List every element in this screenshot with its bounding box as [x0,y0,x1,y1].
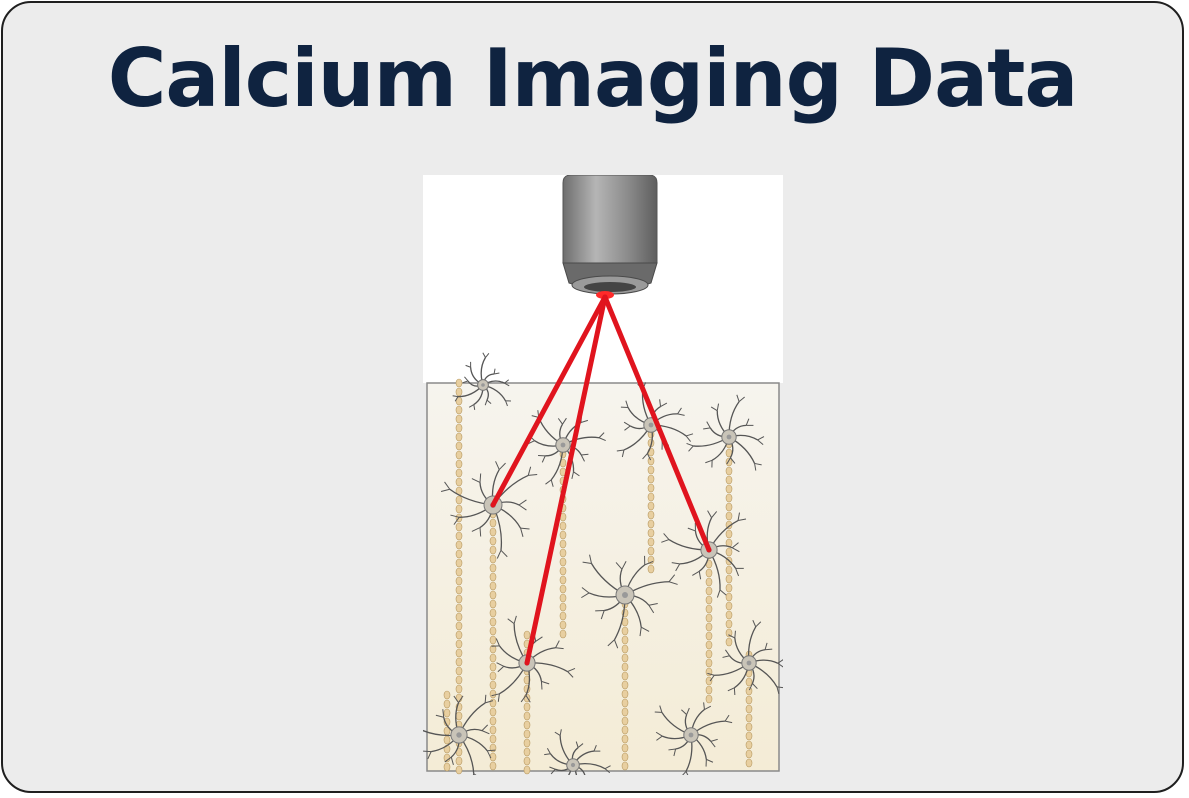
neuron-icon [544,729,611,775]
laser-beam [602,294,712,553]
axon [621,590,629,771]
laser-beam [490,294,608,508]
neuron-icon [686,394,765,471]
laser-beams [490,294,712,666]
microscope-objective-icon [562,175,658,299]
neuron-icon [654,702,733,775]
tissue-block [426,382,780,772]
neuron-layer [423,352,783,775]
imaging-svg [423,175,783,775]
page-title: Calcium Imaging Data [107,32,1079,125]
neuron-icon [707,620,783,696]
laser-beam [524,294,608,666]
axon [705,550,713,704]
neuron-icon [452,352,511,410]
imaging-illustration [423,175,783,775]
neuron-icon [581,554,678,649]
neuron-icon [423,694,496,775]
axon [443,690,451,772]
